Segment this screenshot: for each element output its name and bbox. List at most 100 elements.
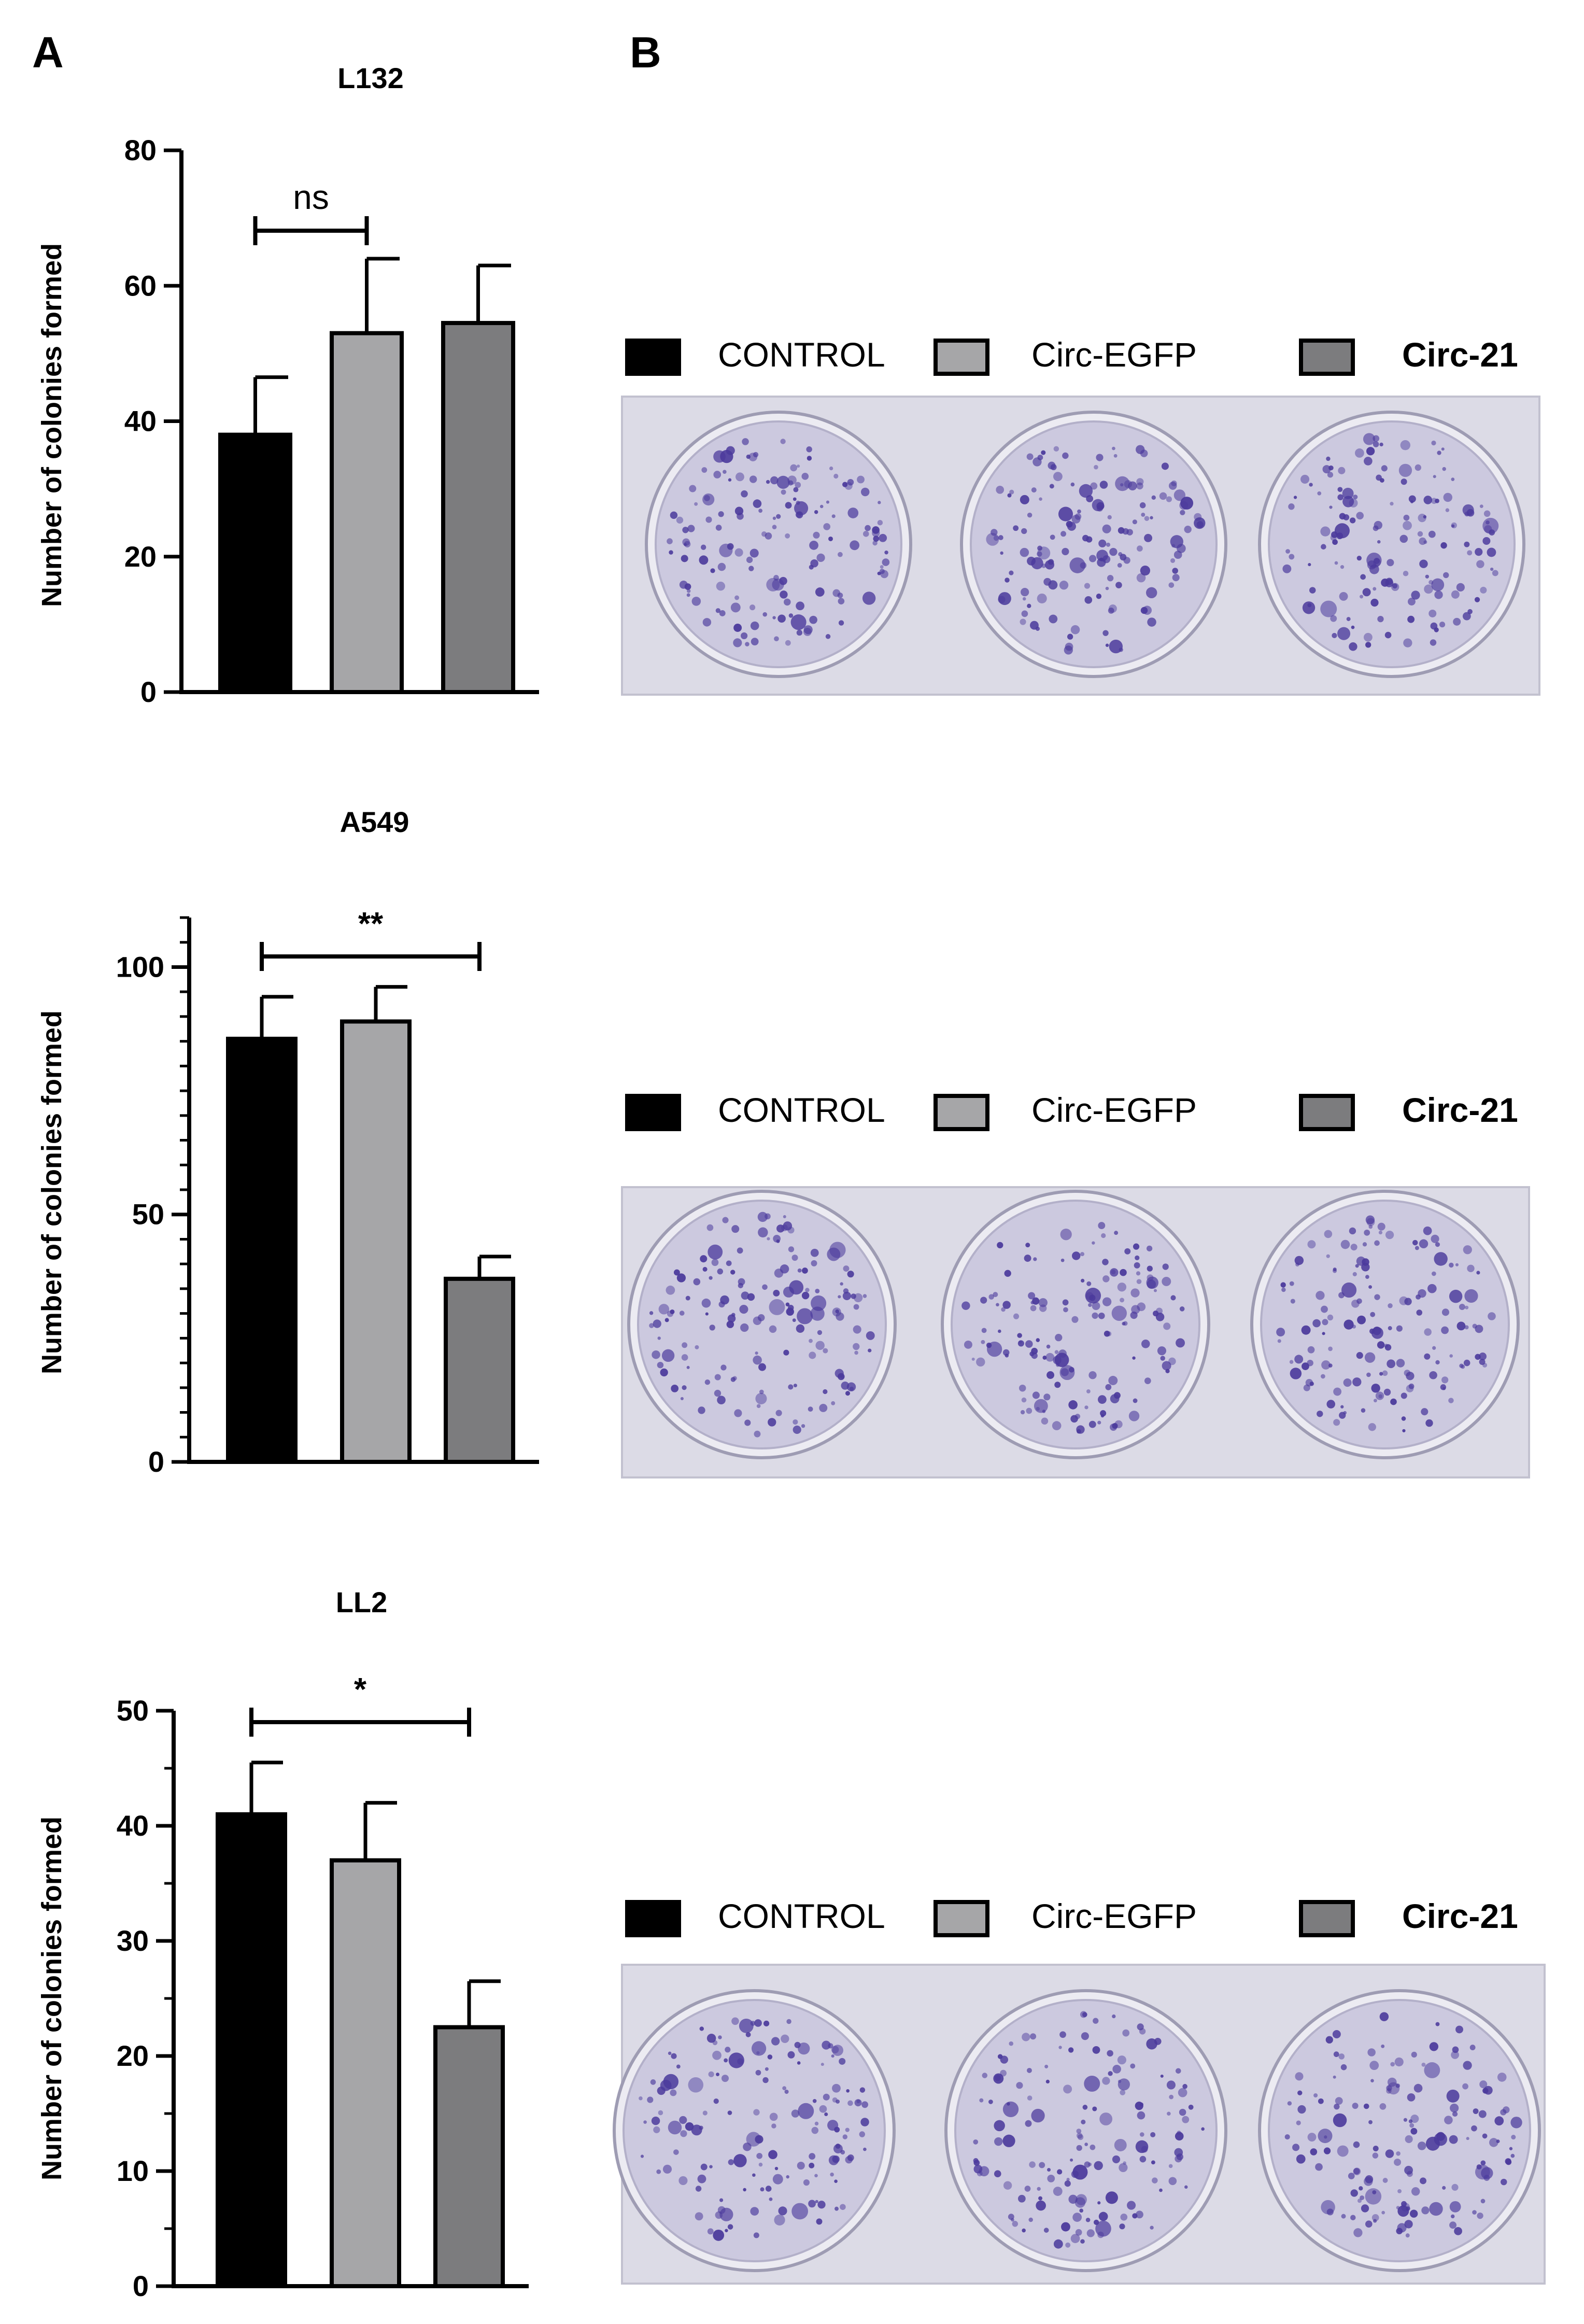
colony <box>1147 1265 1153 1272</box>
colony <box>847 1271 854 1278</box>
colony <box>788 480 794 486</box>
colony <box>1382 1370 1388 1376</box>
colony <box>748 453 758 461</box>
colony <box>1463 1359 1470 1367</box>
colony <box>1130 1288 1140 1298</box>
colony <box>1436 2132 1445 2141</box>
colony <box>1417 531 1423 537</box>
colony <box>1281 1287 1286 1292</box>
colony <box>776 1239 780 1243</box>
colony <box>1489 2138 1498 2147</box>
colony <box>1160 2074 1164 2078</box>
colony <box>1076 2132 1083 2139</box>
y-axis-label: Number of colonies formed <box>36 243 67 607</box>
colony <box>1403 520 1412 530</box>
colony <box>1057 2169 1063 2175</box>
colony <box>1031 1347 1038 1355</box>
colony <box>814 510 818 514</box>
colony <box>1431 578 1445 591</box>
colony <box>749 604 756 611</box>
colony <box>835 2144 841 2149</box>
colony <box>1475 547 1483 556</box>
y-axis-label: Number of colonies formed <box>36 1010 67 1374</box>
y-tick-label: 100 <box>116 950 164 983</box>
legend-swatch-Circ-EGFP <box>934 339 989 376</box>
significance-label: * <box>354 1672 367 1708</box>
colony <box>840 2204 846 2210</box>
colony <box>1159 2188 1163 2192</box>
colony <box>1101 1233 1106 1238</box>
colony <box>1292 2144 1300 2151</box>
colony <box>755 2069 761 2076</box>
bar-Circ-EGFP <box>340 1019 412 1464</box>
colony <box>781 1224 788 1231</box>
colony <box>1038 1298 1048 1307</box>
colony <box>673 2149 679 2155</box>
colony <box>1361 1408 1366 1413</box>
colony <box>1334 561 1338 565</box>
colony <box>1348 2173 1355 2179</box>
significance-label: ** <box>358 906 384 942</box>
colony <box>1112 446 1115 450</box>
colony <box>1338 2053 1345 2060</box>
colony <box>785 533 790 539</box>
colony <box>1403 514 1410 521</box>
colony <box>838 1295 841 1299</box>
colony <box>1452 2046 1459 2053</box>
colony <box>766 578 780 591</box>
colony <box>1365 2175 1374 2184</box>
colony <box>702 1266 708 1272</box>
colony <box>1479 1353 1487 1360</box>
colony <box>1424 1353 1431 1360</box>
colony <box>1423 515 1427 519</box>
y-tick-label: 40 <box>117 1809 149 1842</box>
colony <box>1330 615 1337 622</box>
colony <box>1388 1303 1393 1308</box>
colony <box>840 2150 845 2154</box>
colony <box>701 1298 711 1308</box>
bar-Circ-21 <box>433 2025 505 2288</box>
colony <box>1416 1309 1423 1316</box>
colony <box>1297 2090 1303 2095</box>
colony <box>788 613 794 618</box>
colony <box>1370 2079 1374 2082</box>
colony <box>1119 2163 1128 2172</box>
colony <box>1132 2213 1138 2219</box>
colony <box>771 2037 780 2046</box>
colony <box>859 2087 866 2093</box>
colony <box>1041 1417 1049 1425</box>
colony <box>1289 554 1295 560</box>
colony <box>1166 2080 1176 2090</box>
colony <box>829 1242 846 1258</box>
colony <box>1071 514 1081 524</box>
colony <box>1341 2214 1346 2219</box>
colony <box>981 1328 987 1333</box>
colony <box>1167 2111 1171 2116</box>
colony <box>1471 2125 1477 2132</box>
colony <box>837 593 843 598</box>
colony <box>774 2214 785 2226</box>
colony <box>986 1341 1002 1357</box>
colony <box>1022 597 1026 601</box>
colony <box>700 2163 708 2171</box>
colony <box>1169 2094 1174 2100</box>
colony <box>668 2120 682 2135</box>
colony <box>1087 2162 1092 2166</box>
colony <box>765 532 772 540</box>
colony <box>769 2197 773 2201</box>
colony <box>1327 472 1334 478</box>
colony <box>1308 563 1311 567</box>
colony <box>651 2116 660 2125</box>
colony <box>1027 556 1036 566</box>
colony <box>847 2154 854 2161</box>
colony <box>791 1255 798 1261</box>
well-2 <box>944 1989 1227 2272</box>
colony <box>749 475 757 483</box>
colony <box>713 2098 719 2104</box>
colony <box>1371 1327 1383 1339</box>
colony <box>1077 2134 1084 2140</box>
colony <box>709 2165 713 2168</box>
colony <box>853 1304 859 1310</box>
colony <box>1387 1359 1396 1369</box>
colony <box>1170 1295 1176 1301</box>
